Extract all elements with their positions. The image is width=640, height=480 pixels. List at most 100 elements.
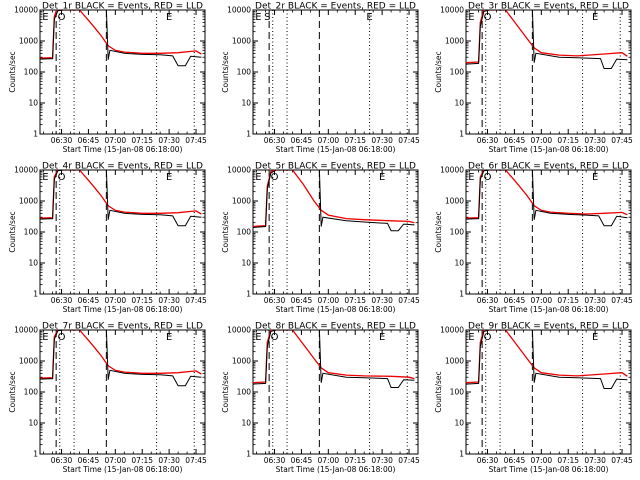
y-tick-label: 1000 (19, 357, 38, 366)
lld-rate-line (40, 330, 202, 379)
plot-frame (465, 169, 632, 295)
x-tick-label: 07:30 (158, 296, 180, 305)
y-tick-label: 1000 (19, 197, 38, 206)
x-tick-label: 07:15 (131, 456, 153, 465)
panel-title: Det_4r BLACK = Events, RED = LLD (42, 162, 203, 172)
event-marker-letter: E (42, 332, 48, 343)
x-tick-label: 07:15 (557, 456, 579, 465)
event-marker-letter: E (592, 172, 598, 183)
panel-title: Det_3r BLACK = Events, RED = LLD (468, 2, 629, 12)
y-tick-label: 1000 (445, 357, 464, 366)
plot-frame (252, 169, 419, 295)
events-rate-line (40, 170, 202, 227)
y-tick-label: 1000 (445, 197, 464, 206)
x-tick-label: 06:30 (264, 136, 286, 145)
plot-frame (465, 9, 632, 135)
x-tick-label: 07:00 (318, 136, 340, 145)
event-marker-letter: E (379, 172, 385, 183)
panel-title: Det_1r BLACK = Events, RED = LLD (42, 2, 203, 12)
x-tick-label: 07:00 (531, 296, 553, 305)
lld-rate-line (253, 330, 415, 384)
x-tick-label: 07:30 (371, 296, 393, 305)
y-tick-label: 10000 (14, 326, 38, 335)
event-marker-letter: E (379, 332, 385, 343)
detector-panel: Det_3r BLACK = Events, RED = LLD 1 10 100 10… (434, 2, 633, 155)
y-axis-label: Counts/sec (434, 371, 443, 412)
x-tick-label: 06:45 (291, 456, 313, 465)
y-tick-label: 10 (454, 419, 464, 428)
x-tick-label: 06:30 (264, 456, 286, 465)
x-tick-label: 06:45 (291, 296, 313, 305)
events-rate-line (466, 330, 628, 389)
y-tick-label: 10000 (440, 326, 464, 335)
event-marker-letter: O (58, 332, 66, 343)
x-tick-label: 06:30 (51, 136, 73, 145)
y-tick-label: 10 (28, 259, 38, 268)
y-tick-label: 100 (450, 68, 465, 77)
lld-rate-line (40, 170, 202, 219)
y-tick-label: 100 (237, 388, 252, 397)
event-marker-letter: E (366, 12, 372, 23)
y-tick-label: 100 (24, 68, 39, 77)
y-tick-label: 10000 (440, 6, 464, 15)
event-marker-letter: O (484, 12, 492, 23)
y-tick-label: 10000 (227, 326, 251, 335)
y-axis-label: Counts/sec (221, 371, 230, 412)
x-tick-label: 07:00 (105, 296, 127, 305)
x-tick-label: 06:45 (78, 296, 100, 305)
y-tick-label: 1000 (445, 37, 464, 46)
events-rate-line (40, 330, 202, 387)
y-tick-label: 10 (241, 419, 251, 428)
y-tick-label: 100 (237, 228, 252, 237)
y-tick-label: 1 (246, 130, 251, 139)
x-axis-label: Start Time (15-Jan-08 06:18:00) (489, 305, 609, 314)
y-tick-label: 1000 (232, 197, 251, 206)
y-tick-label: 1000 (232, 37, 251, 46)
y-tick-label: 1 (33, 130, 38, 139)
x-tick-label: 06:30 (477, 456, 499, 465)
x-tick-label: 07:45 (611, 136, 633, 145)
y-axis-label: Counts/sec (221, 51, 230, 92)
x-tick-label: 07:15 (344, 136, 366, 145)
y-tick-label: 1 (246, 290, 251, 299)
detector-panel: Det_6r BLACK = Events, RED = LLD 1 10 100 10… (434, 162, 633, 315)
y-tick-label: 100 (450, 228, 465, 237)
y-tick-label: 10 (241, 99, 251, 108)
y-axis-label: Counts/sec (434, 211, 443, 252)
event-marker-letter: E (166, 332, 172, 343)
x-axis-label: Start Time (15-Jan-08 06:18:00) (489, 465, 609, 474)
events-rate-line (253, 170, 415, 232)
x-tick-label: 07:45 (398, 296, 420, 305)
plot-frame (252, 9, 419, 135)
plot-frame (252, 329, 419, 455)
events-rate-line (253, 330, 415, 388)
x-tick-label: 07:30 (371, 136, 393, 145)
x-tick-label: 07:45 (398, 456, 420, 465)
y-axis-label: Counts/sec (221, 211, 230, 252)
event-marker-letter: E (255, 172, 261, 183)
event-marker-letter: S (264, 12, 270, 23)
x-tick-label: 06:45 (78, 456, 100, 465)
x-axis-label: Start Time (15-Jan-08 06:18:00) (63, 465, 183, 474)
panel-title: Det_6r BLACK = Events, RED = LLD (468, 162, 629, 172)
panel-title: Det_2r BLACK = Events, RED = LLD (255, 2, 416, 12)
y-axis-label: Counts/sec (8, 371, 17, 412)
lld-rate-line (466, 330, 628, 384)
x-tick-label: 07:30 (584, 296, 606, 305)
x-tick-label: 07:30 (584, 136, 606, 145)
y-tick-label: 100 (24, 228, 39, 237)
y-tick-label: 10000 (14, 6, 38, 15)
y-tick-label: 1 (246, 450, 251, 459)
x-axis-label: Start Time (15-Jan-08 06:18:00) (63, 145, 183, 154)
x-tick-label: 06:30 (264, 296, 286, 305)
y-tick-label: 1 (33, 290, 38, 299)
y-tick-label: 10 (454, 259, 464, 268)
x-tick-label: 06:45 (504, 456, 526, 465)
event-marker-letter: O (58, 172, 66, 183)
x-tick-label: 07:15 (344, 456, 366, 465)
plot-frame (465, 329, 632, 455)
plot-frame (39, 9, 206, 135)
x-tick-label: 07:45 (611, 296, 633, 305)
x-tick-label: 06:45 (78, 136, 100, 145)
